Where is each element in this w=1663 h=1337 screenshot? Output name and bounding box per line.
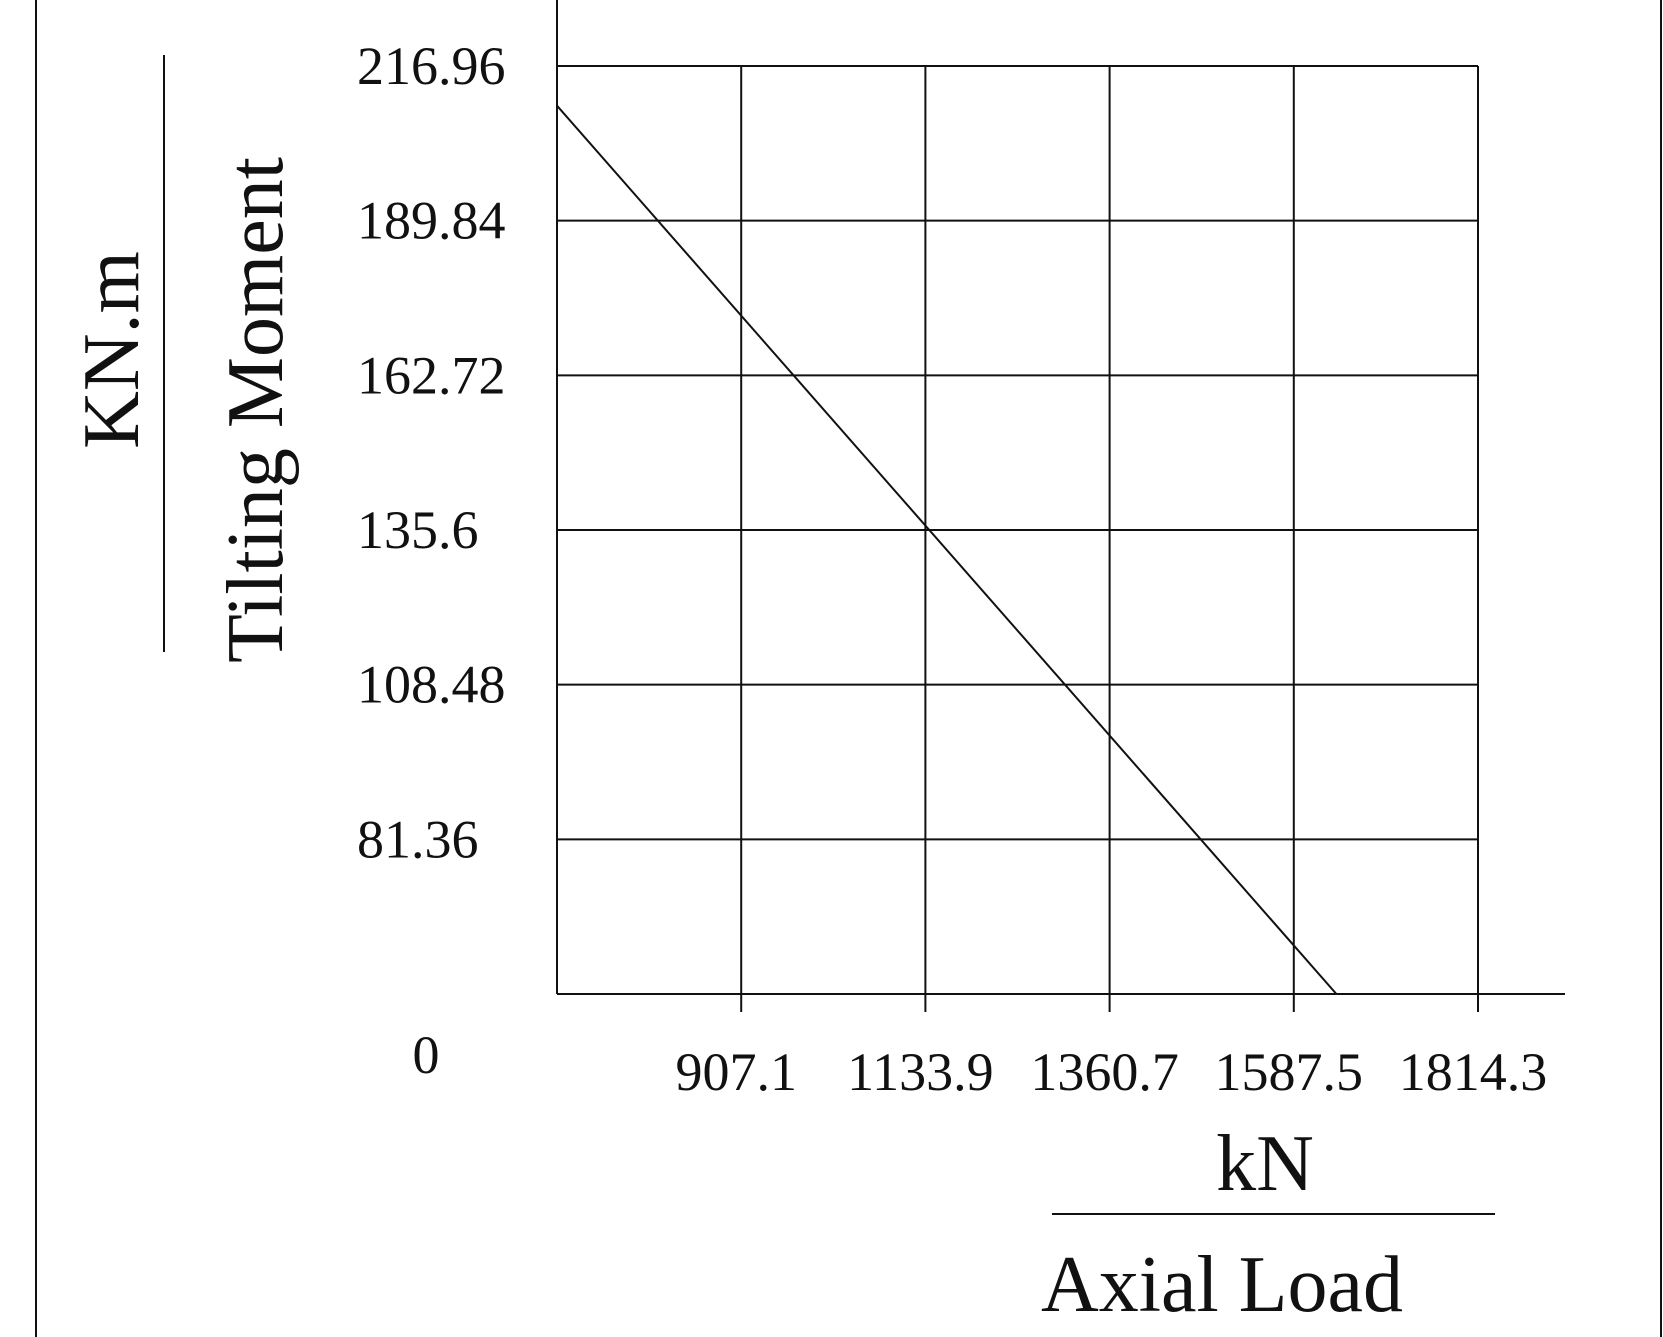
axes: [556, 0, 1565, 1012]
x-tick-label: 1587.5: [1215, 1042, 1364, 1102]
y-tick-label: 0: [413, 1025, 440, 1085]
grid: [557, 65, 1479, 994]
y-tick-label: 162.72: [357, 345, 506, 405]
x-tick-label: 1133.9: [847, 1042, 994, 1102]
x-tick-label: 907.1: [675, 1042, 797, 1102]
x-axis-title: kN Axial Load: [1041, 1120, 1495, 1329]
y-axis-name: Tilting Moment: [212, 157, 300, 663]
y-axis-title: KN.m Tilting Moment: [68, 55, 300, 663]
x-axis-unit: kN: [1216, 1120, 1314, 1208]
x-tick-label: 1814.3: [1399, 1042, 1548, 1102]
y-tick-label: 189.84: [357, 191, 506, 251]
y-tick-label: 81.36: [357, 809, 479, 869]
x-tick-label: 1360.7: [1030, 1042, 1179, 1102]
x-axis-name: Axial Load: [1041, 1241, 1403, 1329]
y-tick-label: 108.48: [357, 655, 506, 715]
y-tick-labels: 0 81.36 108.48 135.6 162.72 189.84 216.96: [357, 36, 506, 1085]
y-tick-label: 216.96: [357, 36, 506, 96]
y-tick-label: 135.6: [357, 500, 479, 560]
series: [556, 105, 1338, 995]
series-line: [556, 105, 1338, 995]
y-axis-unit: KN.m: [68, 251, 156, 449]
x-tick-labels: 907.1 1133.9 1360.7 1587.5 1814.3: [675, 1042, 1547, 1102]
